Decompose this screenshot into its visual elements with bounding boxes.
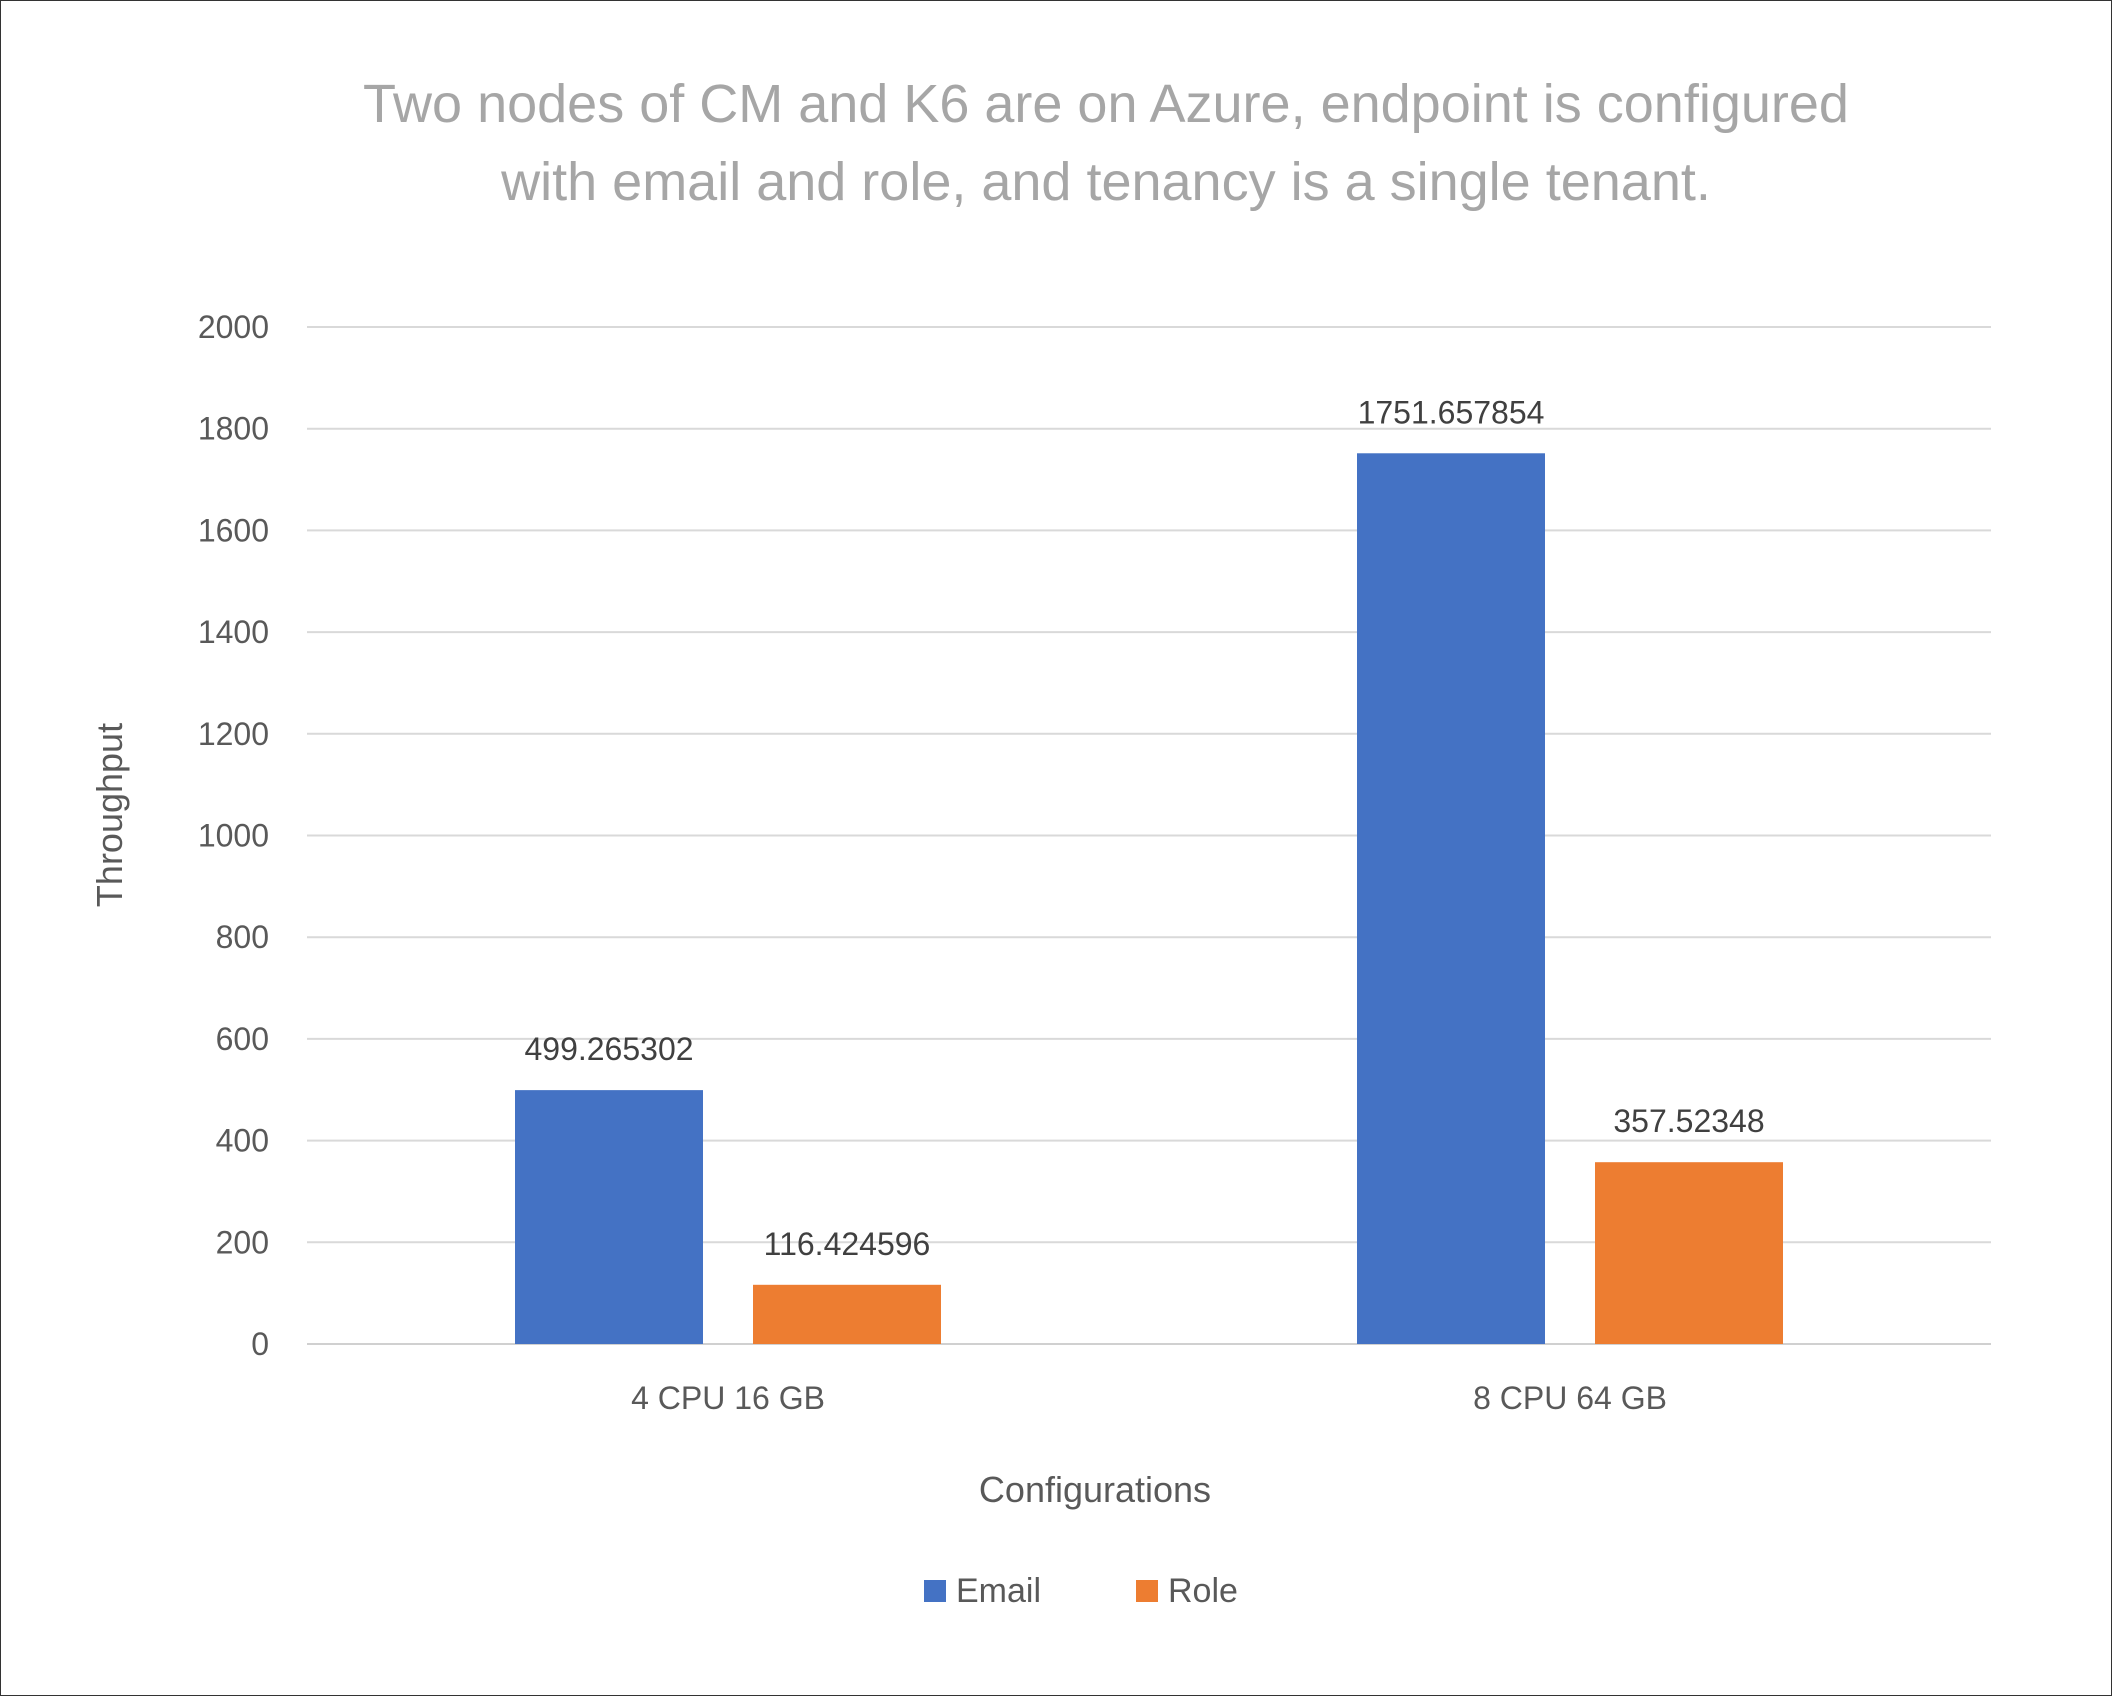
bar-email [515, 1090, 703, 1344]
data-label: 1751.657854 [1358, 394, 1545, 430]
bar-email [1357, 453, 1545, 1344]
y-tick-label: 800 [216, 919, 269, 955]
y-tick-label: 1400 [198, 614, 269, 650]
chart-title-line-1: Two nodes of CM and K6 are on Azure, end… [363, 74, 1849, 134]
legend-swatch-email [924, 1580, 946, 1602]
y-tick-label: 1800 [198, 411, 269, 447]
y-tick-label: 2000 [198, 309, 269, 345]
x-tick-label: 8 CPU 64 GB [1473, 1380, 1667, 1416]
bar-role [1595, 1162, 1783, 1344]
legend-label-role: Role [1168, 1572, 1238, 1610]
y-tick-label: 1000 [198, 818, 269, 854]
y-tick-label: 1200 [198, 716, 269, 752]
x-axis-title: Configurations [979, 1469, 1211, 1510]
data-label: 116.424596 [764, 1226, 931, 1262]
y-tick-label: 0 [251, 1326, 269, 1362]
x-tick-label: 4 CPU 16 GB [631, 1380, 825, 1416]
y-tick-label: 600 [216, 1021, 269, 1057]
legend-label-email: Email [956, 1572, 1041, 1610]
y-tick-label: 400 [216, 1123, 269, 1159]
y-tick-label: 200 [216, 1224, 269, 1260]
y-tick-label: 1600 [198, 512, 269, 548]
legend-swatch-role [1136, 1580, 1158, 1602]
data-label: 499.265302 [524, 1031, 693, 1067]
data-label: 357.52348 [1613, 1103, 1764, 1139]
bar-role [753, 1284, 941, 1344]
y-axis-title: Throughput [89, 723, 130, 907]
chart-title-line-2: with email and role, and tenancy is a si… [500, 152, 1711, 212]
